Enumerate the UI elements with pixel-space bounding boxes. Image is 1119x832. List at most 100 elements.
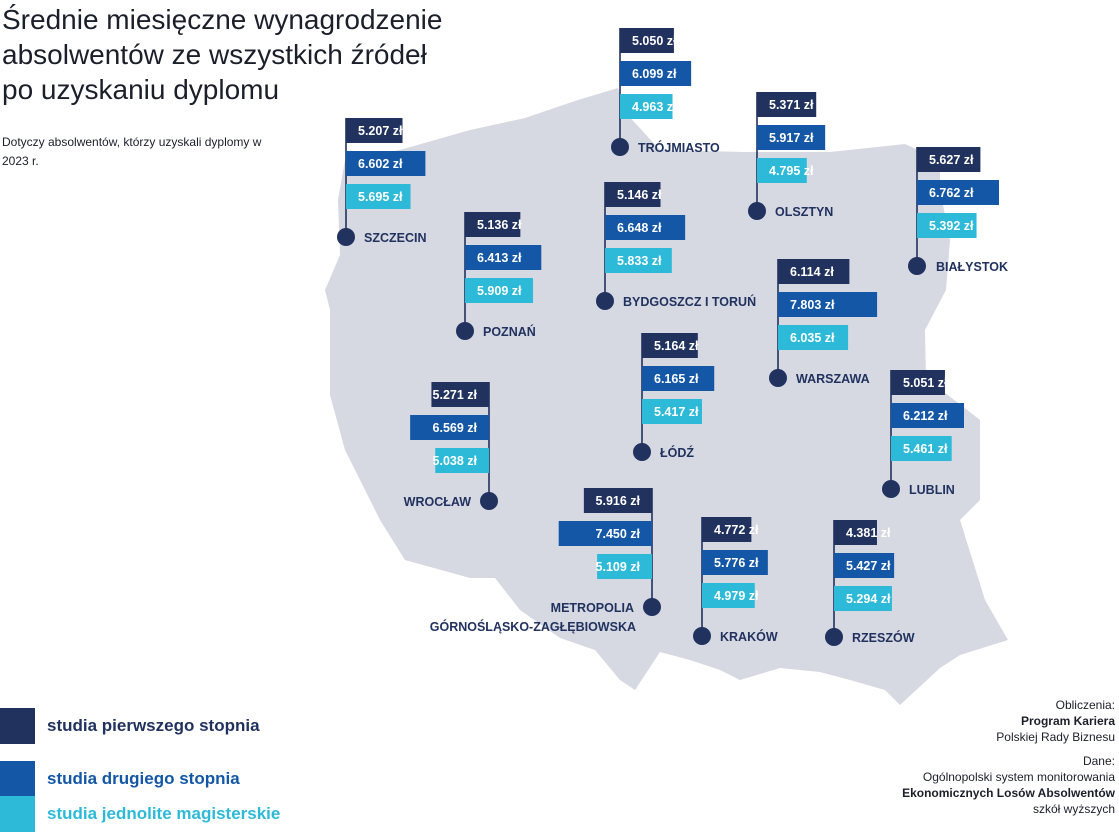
bar-label-rzeszow-uniform: 5.294 zł	[846, 592, 891, 606]
bar-metropolia-uniform	[597, 554, 652, 579]
legend-item-second: studia drugiego stopnia	[0, 761, 420, 797]
bar-label-szczecin-first: 5.207 zł	[358, 124, 403, 138]
bar-label-szczecin-uniform: 5.695 zł	[358, 190, 403, 204]
city-name-krakow: KRAKÓW	[720, 629, 778, 644]
city-name-rzeszow: RZESZÓW	[852, 630, 915, 645]
city-dot-lodz	[633, 443, 651, 461]
legend-item-uniform: studia jednolite magisterskie	[0, 796, 420, 832]
city-name-metropolia: METROPOLIA	[551, 601, 634, 615]
city-group-bialystok: 5.627 zł 6.762 zł 5.392 zł BIAŁYSTOK	[908, 147, 1008, 275]
city-group-warszawa: 6.114 zł 7.803 zł 6.035 zł WARSZAWA	[769, 259, 878, 387]
bar-krakow-uniform	[702, 583, 755, 608]
bar-label-metropolia-first: 5.916 zł	[596, 494, 641, 508]
bar-lodz-first	[642, 333, 698, 358]
city-group-lublin: 5.051 zł 6.212 zł 5.461 zł LUBLIN	[882, 370, 964, 498]
bar-szczecin-uniform	[346, 184, 411, 209]
bar-label-lodz-second: 6.165 zł	[654, 372, 699, 386]
bar-label-bialystok-first: 5.627 zł	[929, 153, 974, 167]
bar-label-poznan-first: 5.136 zł	[477, 218, 522, 232]
bar-bialystok-first	[917, 147, 981, 172]
bar-label-rzeszow-first: 4.381 zł	[846, 526, 891, 540]
bar-label-wroclaw-first: 5.271 zł	[433, 388, 478, 402]
bar-label-poznan-second: 6.413 zł	[477, 251, 522, 265]
bar-label-warszawa-first: 6.114 zł	[790, 265, 834, 279]
city-group-krakow: 4.772 zł 5.776 zł 4.979 zł KRAKÓW	[693, 517, 778, 645]
city-group-poznan: 5.136 zł 6.413 zł 5.909 zł POZNAŃ	[456, 212, 542, 340]
bar-bydgoszcz-first	[605, 182, 661, 207]
city-dot-metropolia	[643, 598, 661, 616]
bar-label-warszawa-uniform: 6.035 zł	[790, 331, 835, 345]
bar-label-wroclaw-second: 6.569 zł	[433, 421, 478, 435]
chart-title: Średnie miesięczne wynagrodzenie absolwe…	[2, 4, 443, 105]
bar-poznan-first	[465, 212, 521, 237]
bar-wroclaw-first	[431, 382, 489, 407]
city-name-lublin: LUBLIN	[909, 483, 955, 497]
city-group-szczecin: 5.207 zł 6.602 zł 5.695 zł SZCZECIN	[337, 118, 427, 246]
bar-poznan-uniform	[465, 278, 534, 303]
city-group-bydgoszcz: 5.146 zł 6.648 zł 5.833 zł BYDGOSZCZ I TORU…	[596, 182, 756, 310]
city-group-wroclaw: 5.271 zł 6.569 zł 5.038 zł WROCŁAW	[404, 382, 498, 510]
bar-label-trojmiasto-uniform: 4.963 zł	[632, 100, 677, 114]
bar-label-bydgoszcz-uniform: 5.833 zł	[617, 254, 662, 268]
bar-label-szczecin-second: 6.602 zł	[358, 157, 403, 171]
legend-swatch-uniform	[0, 796, 35, 832]
bar-szczecin-first	[346, 118, 403, 143]
credits-calc-org2: Polskiej Rady Biznesu	[996, 730, 1115, 744]
city-group-rzeszow: 4.381 zł 5.427 zł 5.294 zł RZESZÓW	[825, 520, 915, 646]
city-dot-trojmiasto	[611, 138, 629, 156]
credits: Obliczenia: Program Kariera Polskiej Rad…	[785, 697, 1115, 817]
bar-rzeszow-second	[834, 553, 895, 578]
bar-label-bydgoszcz-second: 6.648 zł	[617, 221, 662, 235]
bar-szczecin-second	[346, 151, 426, 176]
city-name-warszawa: WARSZAWA	[796, 372, 870, 386]
bar-label-rzeszow-second: 5.427 zł	[846, 559, 891, 573]
bar-metropolia-second	[558, 521, 652, 546]
city-dot-wroclaw	[480, 492, 498, 510]
bar-label-poznan-uniform: 5.909 zł	[477, 284, 522, 298]
city-dot-poznan	[456, 322, 474, 340]
bar-poznan-second	[465, 245, 542, 270]
bar-label-lublin-first: 5.051 zł	[903, 376, 948, 390]
bar-metropolia-first	[583, 488, 652, 513]
bar-label-krakow-first: 4.772 zł	[714, 523, 759, 537]
city-dot-bialystok	[908, 257, 926, 275]
city-dot-szczecin	[337, 228, 355, 246]
chart-subtitle: Dotyczy absolwentów, którzy uzyskali dyp…	[2, 135, 262, 168]
city-dot-olsztyn	[748, 202, 766, 220]
bar-krakow-first	[702, 517, 752, 542]
bar-label-bialystok-uniform: 5.392 zł	[929, 219, 974, 233]
bar-label-bydgoszcz-first: 5.146 zł	[617, 188, 662, 202]
city-name-trojmiasto: TRÓJMIASTO	[638, 140, 720, 155]
legend-label-uniform: studia jednolite magisterskie	[47, 804, 281, 823]
bar-olsztyn-first	[757, 92, 817, 117]
credits-calc-label: Obliczenia:	[1055, 698, 1115, 712]
bar-label-olsztyn-uniform: 4.795 zł	[769, 164, 814, 178]
city-name-bialystok: BIAŁYSTOK	[936, 260, 1008, 274]
bar-lublin-first	[891, 370, 945, 395]
bar-label-lublin-second: 6.212 zł	[903, 409, 948, 423]
bar-label-metropolia-second: 7.450 zł	[596, 527, 641, 541]
bar-krakow-second	[702, 550, 768, 575]
bar-label-lodz-first: 5.164 zł	[654, 339, 699, 353]
city-name-poznan: POZNAŃ	[483, 324, 536, 339]
bar-label-lublin-uniform: 5.461 zł	[903, 442, 948, 456]
bar-rzeszow-uniform	[834, 586, 892, 611]
legend-swatch-second	[0, 761, 35, 797]
city-group-olsztyn: 5.371 zł 5.917 zł 4.795 zł OLSZTYN	[748, 92, 833, 220]
bar-lublin-second	[891, 403, 964, 428]
bar-label-warszawa-second: 7.803 zł	[790, 298, 835, 312]
city-dot-bydgoszcz	[596, 292, 614, 310]
city-dot-krakow	[693, 627, 711, 645]
bar-olsztyn-second	[757, 125, 826, 150]
bar-warszawa-uniform	[778, 325, 849, 350]
bar-bydgoszcz-uniform	[605, 248, 672, 273]
bar-label-bialystok-second: 6.762 zł	[929, 186, 974, 200]
city-name2-metropolia: GÓRNOŚLĄSKO-ZAGŁĘBIOWSKA	[430, 619, 636, 634]
bar-label-metropolia-uniform: 5.109 zł	[596, 560, 641, 574]
credits-data-src1: Ogólnopolski system monitorowania	[922, 770, 1115, 784]
bar-label-olsztyn-first: 5.371 zł	[769, 98, 814, 112]
poland-outline	[325, 88, 1008, 705]
bar-lodz-uniform	[642, 399, 702, 424]
city-group-metropolia: 5.916 zł 7.450 zł 5.109 zł METROPOLIA GÓRNOŚ…	[430, 488, 661, 634]
